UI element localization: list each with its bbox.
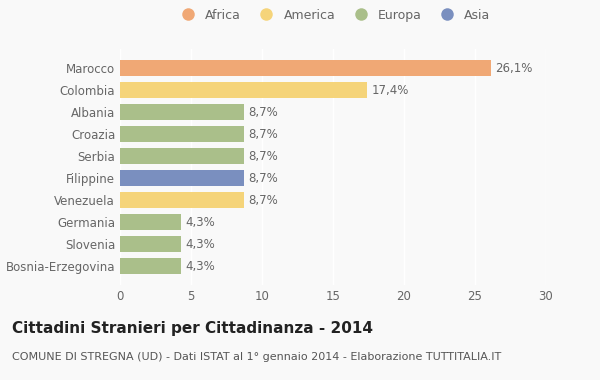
Text: 4,3%: 4,3% bbox=[185, 238, 215, 251]
Bar bbox=[120, 60, 491, 76]
Bar bbox=[120, 126, 244, 142]
Bar bbox=[120, 82, 367, 98]
Text: 8,7%: 8,7% bbox=[248, 172, 278, 185]
Text: 8,7%: 8,7% bbox=[248, 194, 278, 207]
Text: 26,1%: 26,1% bbox=[495, 62, 532, 74]
Bar bbox=[120, 236, 181, 252]
Text: 8,7%: 8,7% bbox=[248, 150, 278, 163]
Bar bbox=[120, 258, 181, 274]
Text: 4,3%: 4,3% bbox=[185, 260, 215, 273]
Bar bbox=[120, 170, 244, 186]
Bar bbox=[120, 104, 244, 120]
Bar bbox=[120, 148, 244, 164]
Text: 4,3%: 4,3% bbox=[185, 216, 215, 229]
Text: 17,4%: 17,4% bbox=[371, 84, 409, 97]
Bar bbox=[120, 214, 181, 230]
Text: Cittadini Stranieri per Cittadinanza - 2014: Cittadini Stranieri per Cittadinanza - 2… bbox=[12, 321, 373, 336]
Legend: Africa, America, Europa, Asia: Africa, America, Europa, Asia bbox=[170, 4, 496, 27]
Text: COMUNE DI STREGNA (UD) - Dati ISTAT al 1° gennaio 2014 - Elaborazione TUTTITALIA: COMUNE DI STREGNA (UD) - Dati ISTAT al 1… bbox=[12, 352, 501, 361]
Text: 8,7%: 8,7% bbox=[248, 106, 278, 119]
Bar bbox=[120, 192, 244, 208]
Text: 8,7%: 8,7% bbox=[248, 128, 278, 141]
